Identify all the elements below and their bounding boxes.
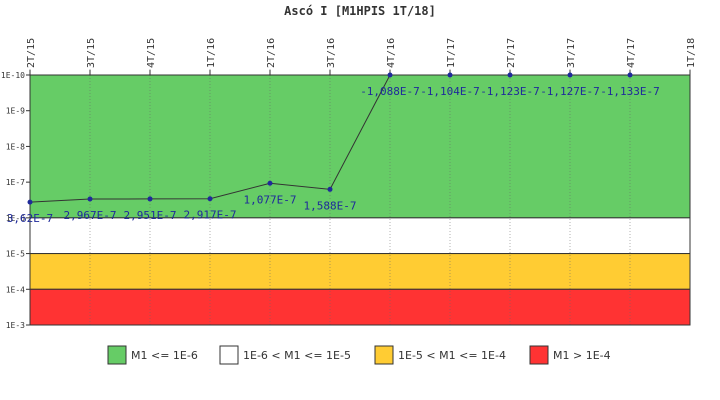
legend-label: M1 <= 1E-6 [131, 349, 198, 362]
y-tick-label: 1E-5 [6, 250, 25, 259]
x-tick-label: 4T/16 [386, 38, 397, 68]
data-label: -1,127E-7 [540, 85, 600, 98]
x-axis: 2T/15 3T/15 4T/15 1T/16 2T/16 3T/16 4T/16 1T/17… [26, 38, 697, 75]
legend-label: 1E-5 < M1 <= 1E-4 [398, 349, 506, 362]
x-tick-label: 4T/15 [146, 38, 157, 68]
legend-label: 1E-6 < M1 <= 1E-5 [243, 349, 351, 362]
data-label: 3,62E-7 [7, 212, 53, 225]
legend-swatch [219, 345, 239, 365]
y-tick-label: 1E-7 [6, 178, 25, 187]
data-point [507, 72, 513, 78]
data-point [567, 72, 573, 78]
x-tick-label: 1T/18 [686, 38, 697, 68]
y-tick-label: 1E-10 [1, 71, 25, 80]
x-tick-label: 1T/16 [206, 38, 217, 68]
x-tick-label: 2T/16 [266, 38, 277, 68]
data-point [147, 196, 153, 202]
data-point [447, 72, 453, 78]
data-label: -1,088E-7 [360, 85, 420, 98]
data-point [207, 196, 213, 202]
x-tick-label: 4T/17 [626, 38, 637, 68]
legend-swatch [107, 345, 127, 365]
data-label: 2,951E-7 [124, 209, 177, 222]
data-point [87, 196, 93, 202]
data-point [27, 199, 33, 205]
y-tick-label: 1E-9 [6, 107, 25, 116]
y-tick-label: 1E-4 [6, 285, 25, 294]
legend: M1 <= 1E-6 1E-6 < M1 <= 1E-5 1E-5 < M1 <= … [107, 345, 611, 365]
x-tick-label: 3T/17 [566, 38, 577, 68]
chart-title: Ascó I [M1HPIS 1T/18] [284, 4, 436, 18]
data-point [627, 72, 633, 78]
x-tick-label: 1T/17 [446, 38, 457, 68]
data-label: -1,133E-7 [600, 85, 660, 98]
x-tick-label: 3T/15 [86, 38, 97, 68]
band-2 [29, 253, 691, 290]
data-point [267, 180, 273, 186]
band-3 [29, 288, 691, 326]
band-1 [29, 217, 691, 255]
data-label: -1,104E-7 [420, 85, 480, 98]
band-0 [29, 74, 691, 219]
data-label: 1,588E-7 [304, 199, 357, 212]
legend-swatch [374, 345, 394, 365]
x-tick-label: 2T/17 [506, 38, 517, 68]
risk-bands [29, 74, 691, 326]
data-label: 2,917E-7 [184, 209, 237, 222]
x-tick-label: 2T/15 [26, 38, 37, 68]
x-tick-label: 3T/16 [326, 38, 337, 68]
series: 3,62E-7 2,967E-7 2,951E-7 2,917E-7 1,077E-7 1… [7, 72, 660, 225]
y-tick-label: 1E-6 [6, 214, 25, 223]
data-label: 2,967E-7 [64, 209, 117, 222]
legend-swatch [529, 345, 549, 365]
y-tick-label: 1E-8 [6, 142, 25, 151]
data-point [387, 72, 393, 78]
data-point [327, 186, 333, 192]
data-label: -1,123E-7 [480, 85, 540, 98]
legend-label: M1 > 1E-4 [553, 349, 611, 362]
y-tick-label: 1E-3 [6, 321, 25, 330]
data-label: 1,077E-7 [244, 193, 297, 206]
